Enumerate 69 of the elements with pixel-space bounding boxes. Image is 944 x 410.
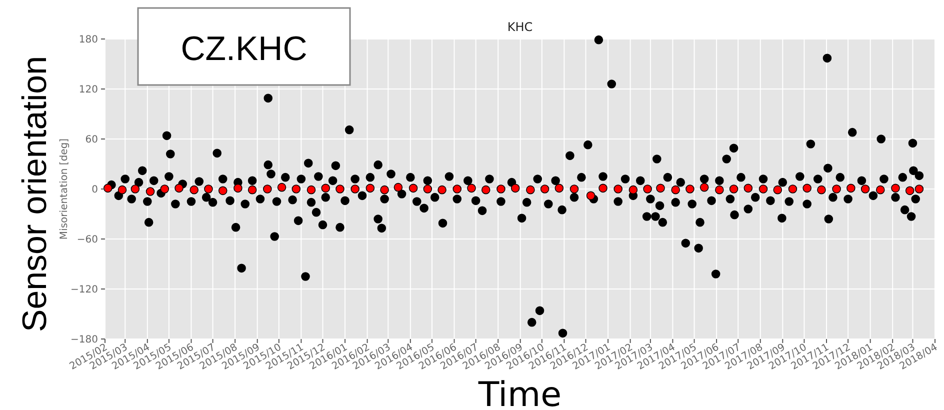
point (700, 182, 709, 192)
point (715, 185, 724, 194)
point (350, 184, 360, 194)
point (817, 185, 826, 194)
point (380, 185, 389, 194)
point (234, 184, 242, 193)
y-tick-label: −120 (70, 284, 98, 296)
point (248, 185, 257, 194)
point (336, 184, 344, 194)
text: Sensor orientation (16, 56, 54, 332)
point (496, 184, 506, 194)
point (306, 185, 316, 194)
y-tick-label: 180 (78, 34, 98, 46)
y-tick-label: 120 (78, 84, 98, 96)
point (292, 184, 301, 194)
point (586, 191, 596, 200)
point (832, 184, 841, 194)
point (467, 184, 476, 193)
point (190, 185, 199, 194)
point (671, 185, 680, 194)
point (614, 184, 622, 194)
point (758, 184, 768, 194)
point (174, 184, 184, 193)
point (643, 184, 652, 194)
point (146, 187, 155, 196)
point (408, 184, 418, 193)
y-tick-label: 0 (92, 184, 98, 196)
point (321, 184, 330, 193)
point (118, 185, 127, 194)
point (130, 184, 140, 194)
point (686, 184, 694, 194)
y-tick-label: −180 (70, 334, 98, 346)
point (263, 184, 272, 194)
point (103, 184, 112, 193)
point (423, 184, 432, 194)
point (540, 184, 550, 194)
point (773, 185, 782, 194)
point (729, 184, 738, 194)
point (598, 184, 608, 193)
point (218, 186, 228, 196)
point (394, 182, 403, 192)
point (744, 184, 753, 193)
y-tick-label: −60 (76, 234, 98, 246)
point (788, 184, 798, 194)
point (905, 186, 914, 196)
y-tick-label: 60 (85, 134, 98, 146)
point (860, 184, 870, 194)
point (204, 184, 213, 194)
point (160, 184, 170, 194)
point (570, 184, 579, 194)
point (526, 185, 535, 194)
point (846, 184, 856, 193)
y-axis-title: Misorientation [deg] (59, 138, 70, 240)
point (891, 184, 900, 193)
point (554, 184, 564, 193)
point (438, 185, 446, 194)
point (656, 184, 665, 193)
point (914, 184, 924, 194)
point (876, 185, 885, 194)
point (510, 184, 520, 193)
point (366, 184, 375, 193)
x-axis-title: Time (477, 375, 562, 410)
annotation: CZ.KHC (180, 30, 308, 68)
point (628, 185, 638, 194)
chart-title: KHC (507, 20, 533, 34)
point (481, 185, 490, 194)
point (277, 182, 286, 192)
point (802, 184, 812, 193)
point (452, 184, 462, 194)
